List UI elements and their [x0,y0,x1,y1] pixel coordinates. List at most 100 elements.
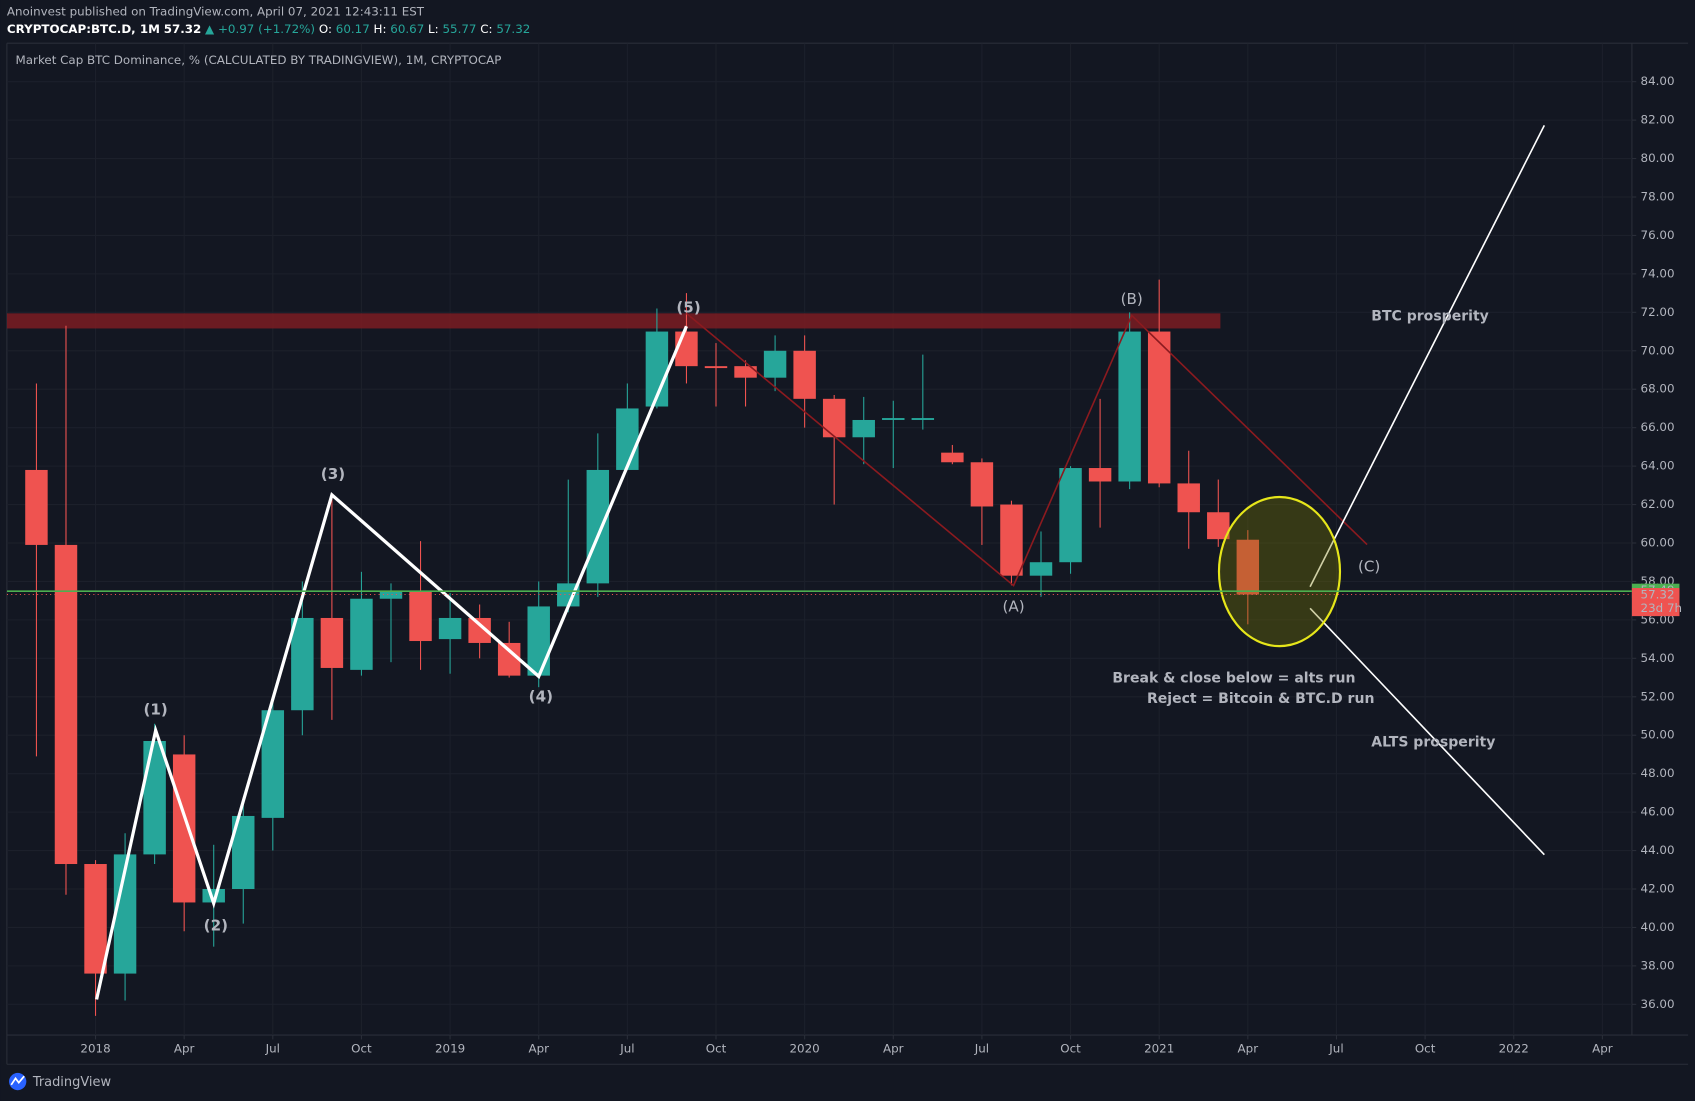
x-tick-label: Jul [619,1042,634,1056]
ohlc-value: 60.17 [336,22,370,36]
ohlc-label: O: [319,22,332,36]
y-tick-label: 52.00 [1641,689,1675,703]
chart-title: Market Cap BTC Dominance, % (CALCULATED … [16,53,502,67]
candle-body [1207,512,1230,540]
x-tick-label: Apr [1592,1042,1613,1056]
annotation: Break & close below = alts run [1112,671,1355,687]
x-tick-label: Jul [1328,1042,1343,1056]
y-tick-label: 44.00 [1641,843,1675,857]
annotation: (2) [204,916,228,934]
abc-line [685,312,1368,587]
y-tick-label: 70.00 [1641,343,1675,357]
candle-body [172,754,196,903]
candle-body [616,408,639,470]
ohlc-value: 57.32 [496,22,530,36]
annotation: ALTS prosperity [1371,734,1495,750]
y-tick-label: 84.00 [1641,74,1675,88]
plot [6,43,1632,1036]
x-tick-label: Apr [883,1042,904,1056]
candle-body [143,740,166,855]
candle-body [468,617,491,643]
x-tick-label: 2021 [1144,1042,1174,1056]
y-tick-label: 50.00 [1641,728,1675,742]
annotation: Reject = Bitcoin & BTC.D run [1147,691,1375,707]
price-label: 57.32 [1641,588,1675,602]
annotation: (4) [529,687,553,705]
ohlc-label: H: [374,22,387,36]
candle-body [852,419,875,438]
published-line: Anoinvest published on TradingView.com, … [7,4,425,18]
symbol-line: CRYPTOCAP:BTC.D, 1M 57.32 ▲ +0.97 (+1.72… [7,22,530,36]
candle-body [291,617,314,711]
x-tick-label: Oct [1060,1042,1081,1056]
y-tick-label: 80.00 [1641,151,1675,165]
change: +0.97 (+1.72%) [218,22,315,36]
x-tick-label: Oct [1415,1042,1436,1056]
candle-body [1029,562,1053,576]
candle-body [320,617,344,668]
candle-body [113,854,137,974]
x-tick-label: 2019 [435,1042,465,1056]
ohlc-label: C: [480,22,492,36]
candle-body [350,598,373,670]
candle-body [232,815,255,890]
y-tick-label: 64.00 [1641,459,1675,473]
annotation: (C) [1358,558,1380,576]
alts-prosperity-line [1309,607,1545,856]
y-tick-label: 42.00 [1641,882,1675,896]
last-price: 57.32 [164,22,202,36]
y-tick-label: 62.00 [1641,497,1675,511]
annotation: (3) [321,465,345,483]
footer-brand: TradingView [32,1075,112,1090]
price-label-box [1631,588,1680,617]
candle-body [1147,331,1171,484]
candle-body [882,418,905,420]
candle-body [25,469,48,545]
highlight-ellipse [1217,495,1342,648]
x-tick-label: Apr [1238,1042,1259,1056]
candle-body [734,366,757,378]
candle-body [527,606,550,676]
y-tick-label: 48.00 [1641,766,1675,780]
candle-body [704,366,728,369]
resistance-zone [6,313,1221,329]
y-tick-label: 72.00 [1641,305,1675,319]
annotation: (5) [676,298,700,316]
y-tick-label: 74.00 [1641,266,1675,280]
x-tick-label: Apr [174,1042,195,1056]
candle-body [941,452,964,463]
y-tick-label: 68.00 [1641,382,1675,396]
y-tick-label: 36.00 [1641,997,1675,1011]
candle-body [822,398,846,438]
y-tick-label: 78.00 [1641,189,1675,203]
candle-body [497,642,521,676]
y-tick-label: 66.00 [1641,420,1675,434]
ohlc-value: 55.77 [442,22,476,36]
x-tick-label: 2022 [1499,1042,1529,1056]
candle-body [1000,504,1023,576]
candle-body [84,864,107,974]
wave-count-line [95,325,688,1000]
candle-body [970,462,994,507]
up-arrow: ▲ [205,22,215,36]
candle-body [763,350,787,378]
x-tick-label: Oct [351,1042,372,1056]
x-tick-label: Jul [974,1042,989,1056]
candle-body [379,591,403,599]
x-tick-label: Oct [706,1042,727,1056]
candle-body [409,591,432,642]
candle-body [1236,539,1260,595]
candle-body [793,350,816,399]
symbol: CRYPTOCAP:BTC.D, 1M [7,22,160,36]
y-tick-label: 76.00 [1641,228,1675,242]
y-tick-label: 82.00 [1641,113,1675,127]
countdown-label: 23d 7h [1641,601,1683,615]
annotation: (A) [1002,598,1024,616]
ohlc-value: 60.67 [390,22,424,36]
candle-body [1118,331,1141,482]
y-tick-label: 54.00 [1641,651,1675,665]
candle-body [261,710,285,818]
y-tick-label: 60.00 [1641,535,1675,549]
ohlc-label: L: [428,22,439,36]
